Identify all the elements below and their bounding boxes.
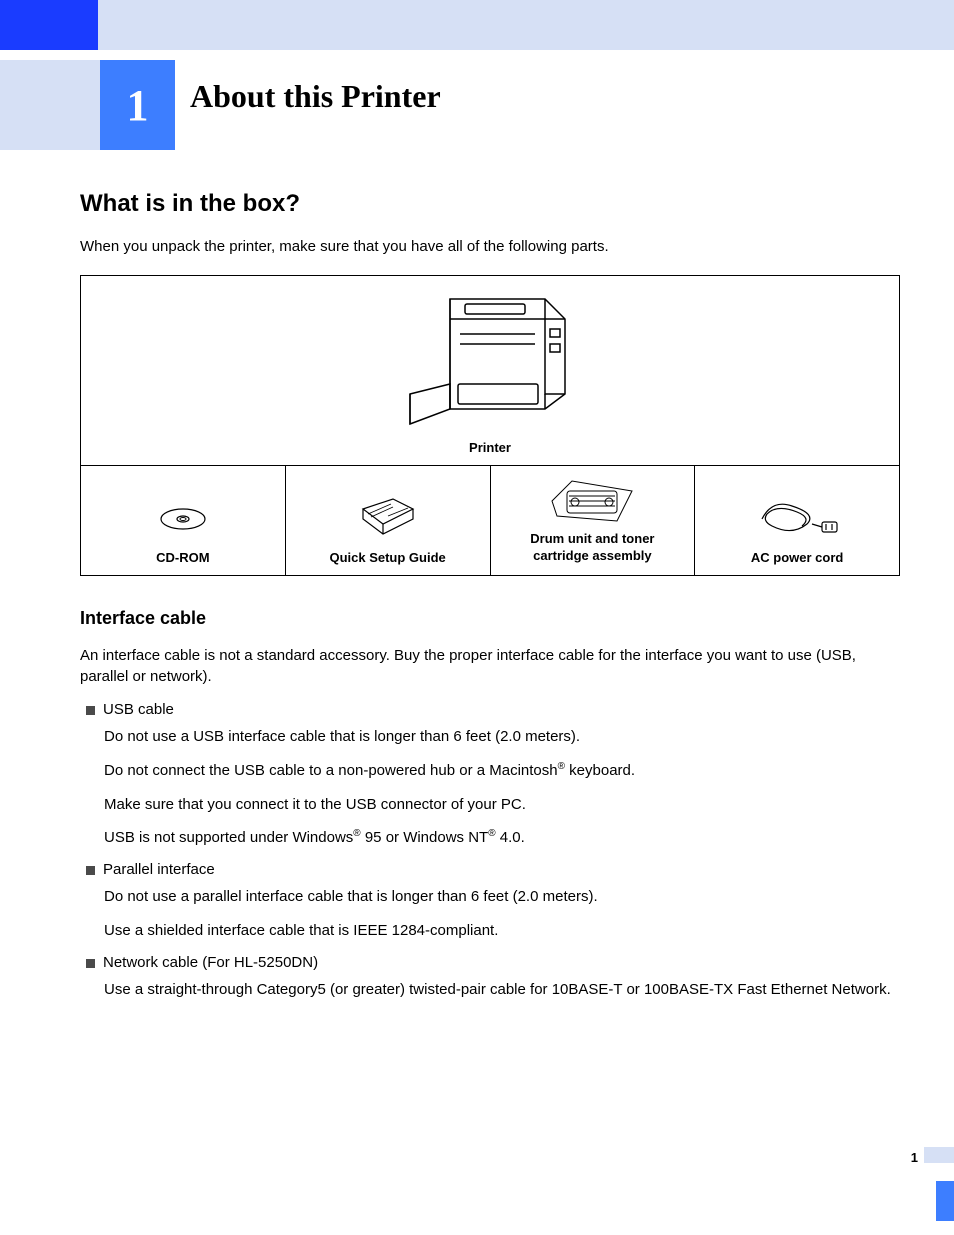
drum-cell: Drum unit and toner cartridge assembly (490, 466, 695, 576)
chapter-number: 1 (127, 80, 149, 131)
printer-label: Printer (469, 440, 511, 455)
qsg-cell: Quick Setup Guide (285, 466, 490, 576)
interface-heading: Interface cable (80, 608, 905, 629)
reg-mark: ® (353, 828, 360, 839)
reg-mark: ® (558, 761, 565, 772)
usb-l4b: 95 or Windows NT (361, 829, 489, 846)
usb-line1: Do not use a USB interface cable that is… (104, 726, 905, 748)
page-number-bar (924, 1147, 954, 1163)
bullet-square-icon (86, 706, 95, 715)
cdrom-icon (158, 494, 208, 544)
guide-icon (353, 494, 423, 544)
page-content: What is in the box? When you unpack the … (80, 190, 905, 1012)
qsg-label: Quick Setup Guide (329, 550, 445, 565)
network-line1: Use a straight-through Category5 (or gre… (104, 979, 905, 1001)
cdrom-cell: CD-ROM (81, 466, 286, 576)
usb-line4: USB is not supported under Windows® 95 o… (104, 827, 905, 849)
chapter-title: About this Printer (190, 78, 441, 115)
chapter-side-bg (0, 60, 100, 150)
parallel-title: Parallel interface (103, 861, 905, 878)
bullet-square-icon (86, 959, 95, 968)
usb-l4a: USB is not supported under Windows (104, 829, 353, 846)
usb-l2a: Do not connect the USB cable to a non-po… (104, 762, 558, 779)
usb-title: USB cable (103, 701, 905, 718)
usb-line3: Make sure that you connect it to the USB… (104, 794, 905, 816)
parallel-line2: Use a shielded interface cable that is I… (104, 920, 905, 942)
section-heading: What is in the box? (80, 190, 905, 218)
reg-mark: ® (488, 828, 495, 839)
drum-icon (547, 476, 637, 531)
network-title: Network cable (For HL-5250DN) (103, 954, 905, 971)
cdrom-label: CD-ROM (156, 550, 209, 565)
usb-l4c: 4.0. (496, 829, 525, 846)
cord-icon (752, 494, 842, 544)
usb-line2: Do not connect the USB cable to a non-po… (104, 760, 905, 782)
chapter-number-block: 1 (100, 60, 175, 150)
side-tab (936, 1181, 954, 1221)
box-contents-table: Printer CD-ROM (80, 275, 900, 576)
top-blue-strip (0, 0, 98, 50)
section-intro: When you unpack the printer, make sure t… (80, 238, 905, 255)
parallel-line1: Do not use a parallel interface cable th… (104, 886, 905, 908)
bullet-network: Network cable (For HL-5250DN) (80, 954, 905, 971)
page-number: 1 (911, 1150, 918, 1165)
bullet-usb: USB cable (80, 701, 905, 718)
drum-label-l2: cartridge assembly (533, 548, 652, 563)
bullet-parallel: Parallel interface (80, 861, 905, 878)
cord-cell: AC power cord (695, 466, 900, 576)
top-light-strip (98, 0, 954, 50)
usb-l2b: keyboard. (565, 762, 635, 779)
drum-label-l1: Drum unit and toner (530, 531, 654, 546)
printer-icon (390, 284, 590, 434)
interface-intro: An interface cable is not a standard acc… (80, 645, 905, 687)
drum-label: Drum unit and toner cartridge assembly (530, 531, 654, 565)
cord-label: AC power cord (751, 550, 843, 565)
bullet-square-icon (86, 866, 95, 875)
printer-cell: Printer (81, 276, 900, 466)
